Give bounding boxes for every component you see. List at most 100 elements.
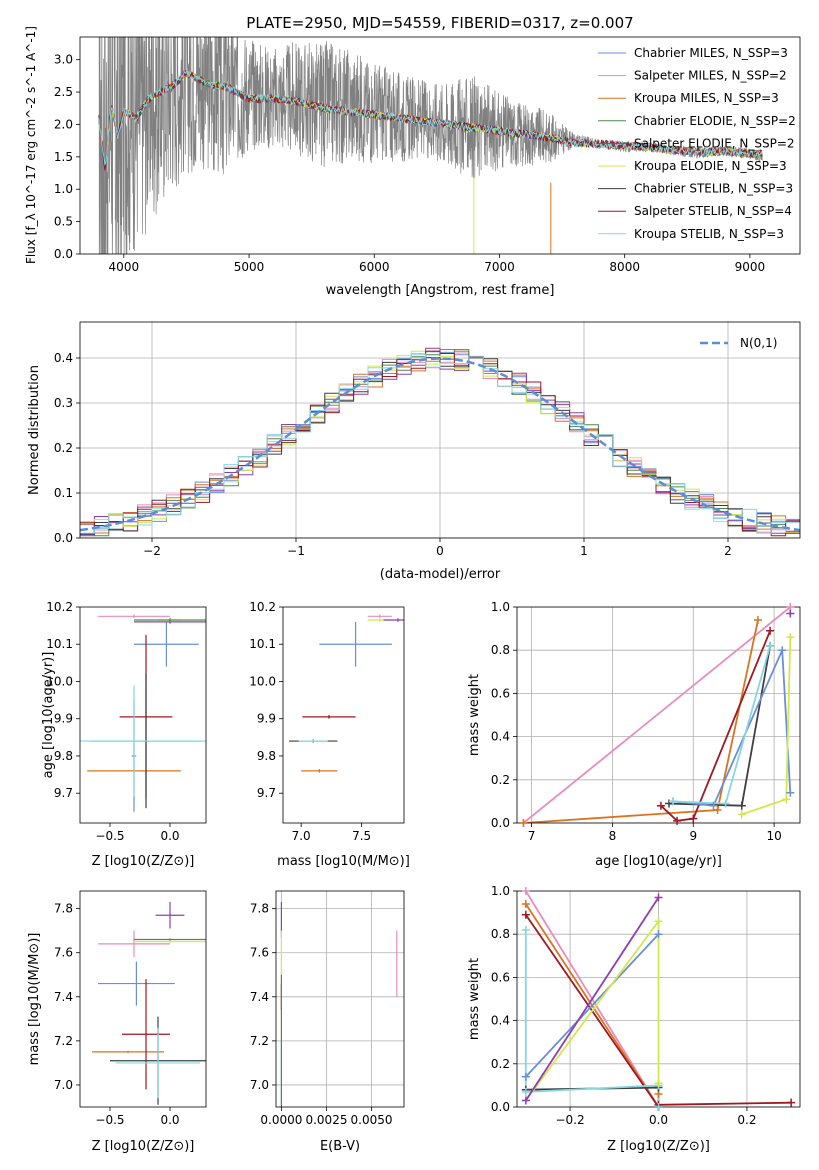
data-marker [787,1098,796,1107]
plot-area [98,37,763,254]
y-tick-label: 0.2 [54,441,73,455]
y-tick-label: 0.1 [54,486,73,500]
y-tick-label: 7.4 [54,990,73,1004]
data-marker [766,641,775,650]
y-tick-label: 0.8 [491,643,510,657]
x-tick-label: −2 [143,544,161,558]
plot-area [289,614,404,773]
data-marker [721,799,730,808]
y-tick-label: 7.4 [250,990,269,1004]
x-axis-label: Z [log10(Z/Z⊙)] [92,1139,195,1154]
legend-entry: Chabrier STELIB, N_SSP=3 [634,182,793,196]
axes-mass_vs_Z: −0.5 0.0 7.0 7.2 7.4 7.6 7.8 Z [log10(Z/Z⊙)] mas… [27,890,207,1154]
x-tick-label: 9000 [735,260,766,274]
x-tick-label: 8000 [609,260,640,274]
y-axis-label: Normed distribution [27,365,42,495]
y-axis-label: mass [log10(M/M⊙)] [27,933,42,1066]
legend-entry: N(0,1) [740,336,777,350]
legend-entry: Salpeter STELIB, N_SSP=4 [634,204,792,218]
data-marker [521,1087,530,1096]
data-marker [654,930,663,939]
y-tick-label: 7.0 [250,1078,269,1092]
model-spectrum-salpeter-stelib [98,69,763,171]
y-tick-label: 7.8 [54,902,73,916]
weight-line [525,897,660,1101]
data-marker [654,1103,663,1111]
histogram-chabrier-stelib [80,356,800,535]
x-axis-label: (data-model)/error [380,567,501,582]
x-axis-label: Z [log10(Z/Z⊙)] [92,854,195,869]
data-marker [786,633,795,642]
axes-weight_vs_Z: −0.2 0.0 0.2 0.0 0.2 0.4 0.6 0.8 1.0 Z [log10(Z/Z… [467,884,801,1154]
x-tick-label: −0.5 [95,1113,124,1127]
x-tick-label: 0.0 [160,1113,179,1127]
model-spectrum-kroupa-stelib [98,69,763,166]
axes-frame [516,606,801,824]
plot-area [517,891,800,1107]
y-tick-label: 0.2 [491,773,510,787]
y-tick-label: 7.2 [54,1034,73,1048]
x-tick-label: 1 [580,544,588,558]
data-marker [654,893,663,902]
x-axis-label: mass [log10(M/M⊙)] [277,854,410,869]
data-marker [689,814,698,823]
y-axis-label: mass weight [467,674,482,756]
y-tick-label: 0.3 [54,396,73,410]
y-tick-label: 7.6 [54,946,73,960]
weight-line [525,933,660,1078]
y-tick-label: 0.4 [491,730,510,744]
axes-frame [79,321,801,539]
axes-frame [79,36,801,255]
x-tick-label: 7.5 [352,829,371,843]
y-tick-label: 0.4 [54,351,73,365]
plot-area [92,902,206,1105]
axes-spectrum: 4000 5000 6000 7000 8000 9000 0.0 0.5 1.0 1.5 2.0 2… [24,26,801,298]
plot-area [80,614,206,812]
y-axis-label: age [log10(age/yr)] [41,652,56,779]
data-marker [737,810,746,819]
y-tick-label: 10.1 [249,637,276,651]
normal-curve [80,357,800,532]
legend-entry: Kroupa ELODIE, N_SSP=3 [634,159,787,173]
legend-entry: Chabrier MILES, N_SSP=3 [634,46,788,60]
x-tick-label: 6000 [359,260,390,274]
data-marker [669,797,678,806]
x-tick-label: 9 [689,829,697,843]
data-marker [519,819,528,827]
data-marker [737,801,746,810]
legend-entry: Kroupa STELIB, N_SSP=3 [634,227,784,241]
y-tick-label: 0.0 [54,531,73,545]
legend-entry: Chabrier ELODIE, N_SSP=2 [634,114,796,128]
y-tick-label: 7.6 [250,946,269,960]
weight-line [660,630,771,822]
x-axis-label: E(B-V) [320,1139,360,1154]
y-tick-label: 10.0 [46,674,73,688]
plot-area [80,322,800,538]
x-tick-label: −0.2 [555,1113,584,1127]
axes-frame [79,890,207,1108]
y-tick-label: 1.0 [491,600,510,614]
data-marker [753,615,762,624]
x-tick-label: −0.5 [95,829,124,843]
y-tick-label: 10.0 [249,674,276,688]
y-tick-label: 10.1 [46,637,73,651]
y-tick-label: 2.5 [54,85,73,99]
data-marker [521,899,530,908]
y-tick-label: 10.2 [46,600,73,614]
x-tick-label: −1 [287,544,305,558]
plot-area [276,891,404,1107]
data-marker [521,1096,530,1105]
y-tick-label: 9.7 [54,786,73,800]
x-tick-label: 0.0 [649,1113,668,1127]
y-tick-label: 9.9 [54,712,73,726]
y-tick-label: 0.2 [491,1057,510,1071]
y-tick-label: 7.8 [250,902,269,916]
y-tick-label: 7.0 [54,1078,73,1092]
legend-entry: Kroupa MILES, N_SSP=3 [634,91,779,105]
x-axis-label: Z [log10(Z/Z⊙)] [607,1139,710,1154]
weight-line [522,607,791,823]
axes-age_vs_Z: −0.5 0.0 9.7 9.8 9.9 10.0 10.1 10.2 Z [log10(Z/Z… [41,600,207,869]
x-tick-label: 7.0 [292,829,311,843]
x-tick-label: 0.0 [160,829,179,843]
data-marker [782,795,791,804]
